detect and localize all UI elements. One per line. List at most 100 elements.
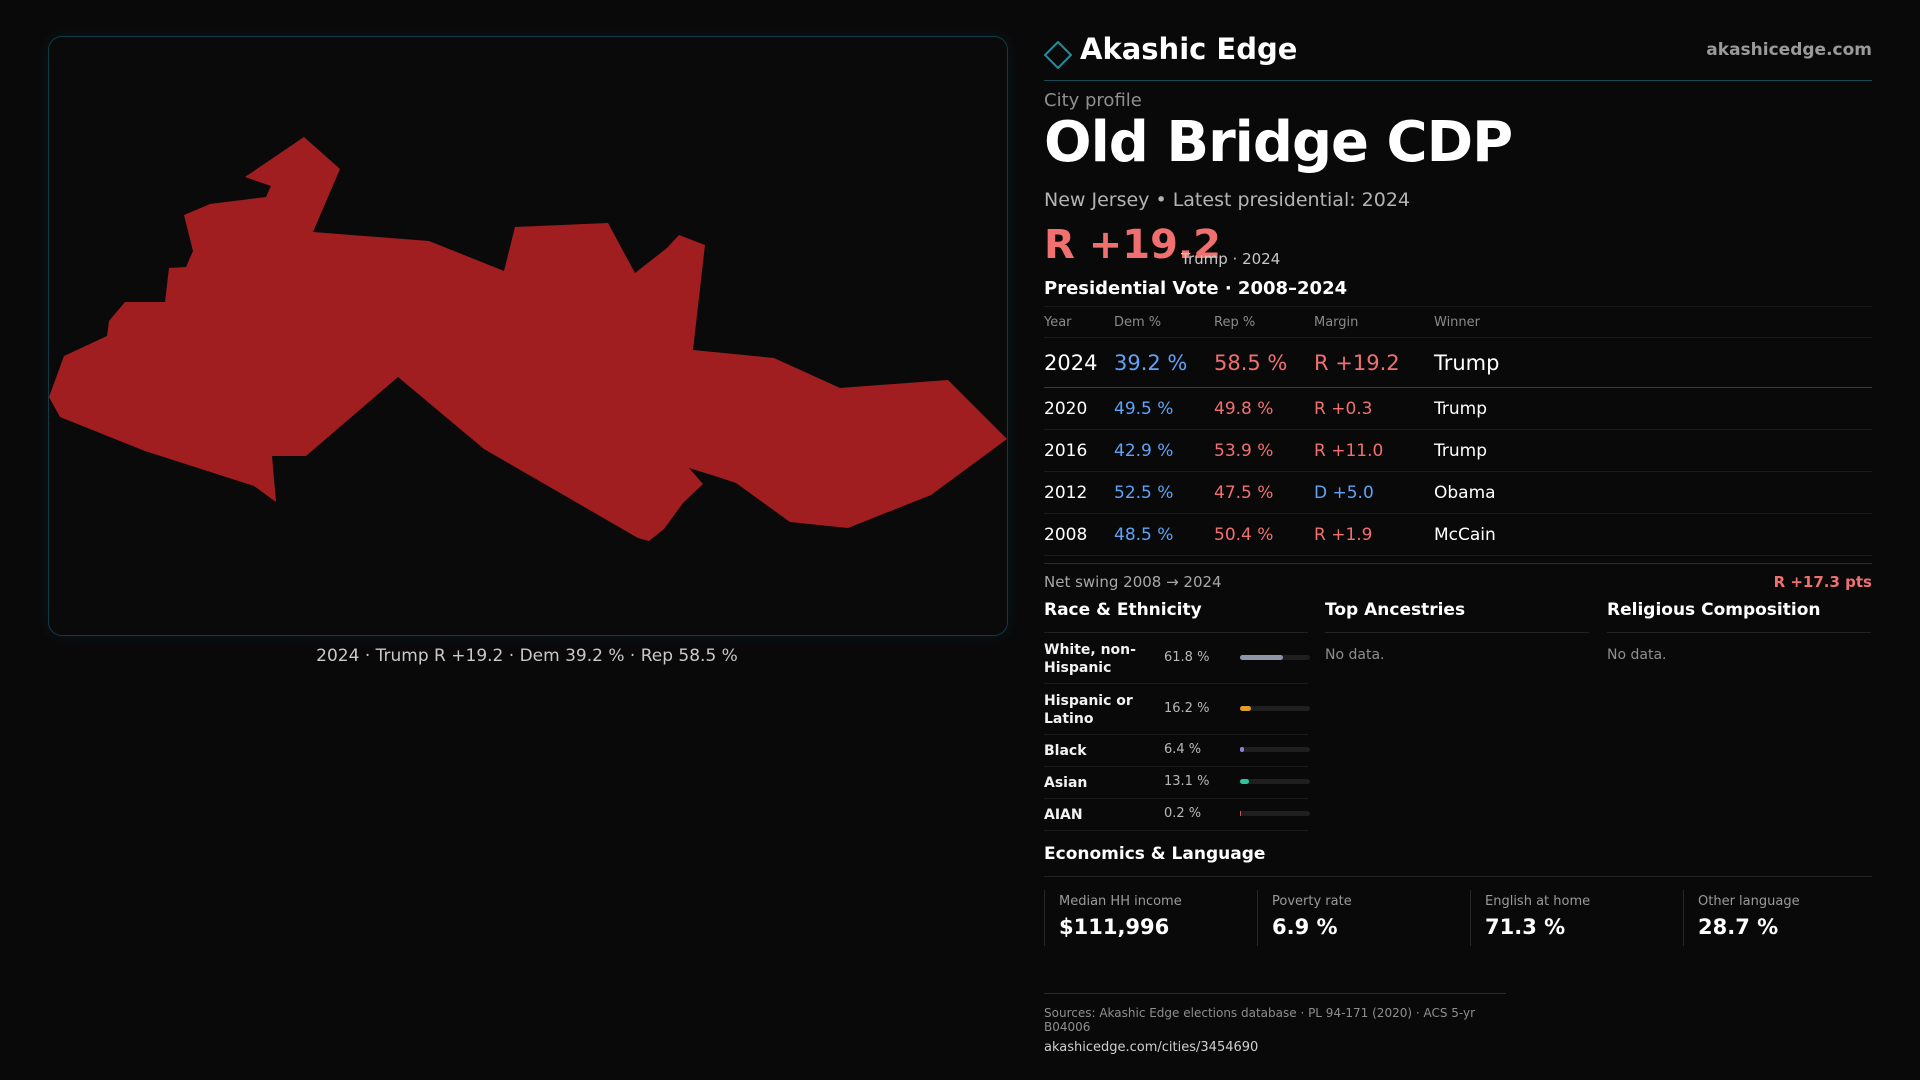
- race-percent: 0.2 %: [1164, 806, 1202, 821]
- race-bar-track: [1240, 811, 1310, 816]
- cell-rep: 50.4 %: [1214, 513, 1314, 556]
- cell-dem: 42.9 %: [1114, 429, 1214, 472]
- table-row: 2012 52.5 % 47.5 % D +5.0 Obama: [1044, 471, 1872, 514]
- cell-dem: 52.5 %: [1114, 471, 1214, 514]
- race-bar-fill: [1240, 747, 1245, 752]
- cell-dem: 39.2 %: [1114, 337, 1214, 388]
- column-header-year: Year: [1044, 306, 1114, 338]
- page-subtitle: New Jersey • Latest presidential: 2024: [1044, 189, 1411, 211]
- economics-section-title: Economics & Language: [1044, 844, 1872, 877]
- column-header-winner: Winner: [1434, 306, 1872, 338]
- cell-winner: Trump: [1434, 337, 1872, 388]
- race-label: AIAN: [1044, 807, 1083, 823]
- cell-winner: Trump: [1434, 387, 1872, 430]
- race-row: Hispanic or Latino 16.2 %: [1044, 684, 1310, 735]
- map-caption: 2024 · Trump R +19.2 · Dem 39.2 % · Rep …: [316, 646, 738, 666]
- religion-empty-message: No data.: [1607, 647, 1667, 663]
- stat-card: Median HH income $111,996: [1044, 890, 1234, 946]
- vote-section-title: Presidential Vote · 2008–2024: [1044, 278, 1348, 299]
- cell-margin: D +5.0: [1314, 471, 1434, 514]
- stat-label: Median HH income: [1059, 894, 1182, 909]
- table-row: 2008 48.5 % 50.4 % R +1.9 McCain: [1044, 513, 1872, 556]
- race-section: Race & Ethnicity White, non-Hispanic 61.…: [1044, 600, 1310, 831]
- headline-meta: Trump · 2024: [1181, 250, 1281, 268]
- cell-margin: R +1.9: [1314, 513, 1434, 556]
- stat-card: Other language 28.7 %: [1683, 890, 1873, 946]
- race-bar-fill: [1240, 655, 1284, 660]
- race-bar-track: [1240, 779, 1310, 784]
- race-percent: 61.8 %: [1164, 650, 1210, 665]
- cell-dem: 48.5 %: [1114, 513, 1214, 556]
- race-bar-fill: [1240, 779, 1250, 784]
- map-panel: [48, 36, 1008, 636]
- race-bar-track: [1240, 747, 1310, 752]
- table-row: 2024 39.2 % 58.5 % R +19.2 Trump: [1044, 337, 1872, 388]
- stat-label: Other language: [1698, 894, 1800, 909]
- ancestries-empty-message: No data.: [1325, 647, 1385, 663]
- page-title: Old Bridge CDP: [1044, 110, 1513, 175]
- religion-section: Religious Composition No data.: [1607, 600, 1871, 663]
- source-url-link[interactable]: akashicedge.com/cities/3454690: [1044, 1040, 1259, 1055]
- cell-winner: Trump: [1434, 429, 1872, 472]
- cell-rep: 49.8 %: [1214, 387, 1314, 430]
- race-label: Asian: [1044, 775, 1088, 791]
- stat-card: English at home 71.3 %: [1470, 890, 1660, 946]
- cell-year: 2008: [1044, 513, 1114, 556]
- race-row: AIAN 0.2 %: [1044, 799, 1310, 831]
- column-header-margin: Margin: [1314, 306, 1434, 338]
- city-boundary-map: [49, 137, 1007, 541]
- stat-value: 71.3 %: [1485, 915, 1566, 939]
- cell-year: 2020: [1044, 387, 1114, 430]
- race-row: White, non-Hispanic 61.8 %: [1044, 633, 1310, 684]
- cell-rep: 53.9 %: [1214, 429, 1314, 472]
- column-header-dem: Dem %: [1114, 306, 1214, 338]
- stat-label: Poverty rate: [1272, 894, 1352, 909]
- race-row: Black 6.4 %: [1044, 735, 1310, 767]
- sources-footer: Sources: Akashic Edge elections database…: [1044, 993, 1506, 1055]
- race-bar-fill: [1240, 706, 1252, 711]
- city-boundary-shape[interactable]: [49, 137, 1007, 541]
- race-label: Hispanic or Latino: [1044, 693, 1133, 727]
- column-header-rep: Rep %: [1214, 306, 1314, 338]
- net-swing-label: Net swing 2008 → 2024: [1044, 573, 1222, 591]
- race-bar-track: [1240, 706, 1310, 711]
- cell-winner: Obama: [1434, 471, 1872, 514]
- race-percent: 16.2 %: [1164, 701, 1210, 716]
- brand-name[interactable]: Akashic Edge: [1080, 32, 1298, 66]
- race-label: Black: [1044, 743, 1087, 759]
- headline-margin: R +19.2: [1044, 222, 1221, 268]
- net-swing-row: Net swing 2008 → 2024 R +17.3 pts: [1044, 563, 1872, 598]
- brand-url[interactable]: akashicedge.com: [1706, 40, 1872, 60]
- net-swing-value: R +17.3 pts: [1773, 573, 1872, 591]
- race-section-title: Race & Ethnicity: [1044, 600, 1308, 633]
- diamond-outline-icon: [1044, 41, 1072, 69]
- race-label: White, non-Hispanic: [1044, 642, 1136, 676]
- stat-value: 28.7 %: [1698, 915, 1779, 939]
- race-bar-track: [1240, 655, 1310, 660]
- brand-header: Akashic Edge akashicedge.com: [1044, 30, 1872, 81]
- vote-table: Year Dem % Rep % Margin Winner 2024 39.2…: [1044, 306, 1872, 556]
- cell-year: 2012: [1044, 471, 1114, 514]
- race-percent: 13.1 %: [1164, 774, 1210, 789]
- cell-year: 2016: [1044, 429, 1114, 472]
- cell-dem: 49.5 %: [1114, 387, 1214, 430]
- cell-rep: 47.5 %: [1214, 471, 1314, 514]
- race-row: Asian 13.1 %: [1044, 767, 1310, 799]
- cell-year: 2024: [1044, 337, 1114, 388]
- cell-margin: R +0.3: [1314, 387, 1434, 430]
- stat-label: English at home: [1485, 894, 1591, 909]
- stat-card: Poverty rate 6.9 %: [1257, 890, 1447, 946]
- page-kicker: City profile: [1044, 90, 1142, 111]
- religion-section-title: Religious Composition: [1607, 600, 1871, 633]
- cell-winner: McCain: [1434, 513, 1872, 556]
- sources-text: Sources: Akashic Edge elections database…: [1044, 1006, 1476, 1034]
- cell-margin: R +19.2: [1314, 337, 1434, 388]
- cell-margin: R +11.0: [1314, 429, 1434, 472]
- table-row: 2020 49.5 % 49.8 % R +0.3 Trump: [1044, 387, 1872, 430]
- stat-value: $111,996: [1059, 915, 1170, 939]
- economics-grid: Median HH income $111,996 Poverty rate 6…: [1044, 890, 1872, 946]
- vote-table-header: Year Dem % Rep % Margin Winner: [1044, 306, 1872, 338]
- table-row: 2016 42.9 % 53.9 % R +11.0 Trump: [1044, 429, 1872, 472]
- ancestries-section: Top Ancestries No data.: [1325, 600, 1589, 663]
- race-percent: 6.4 %: [1164, 742, 1202, 757]
